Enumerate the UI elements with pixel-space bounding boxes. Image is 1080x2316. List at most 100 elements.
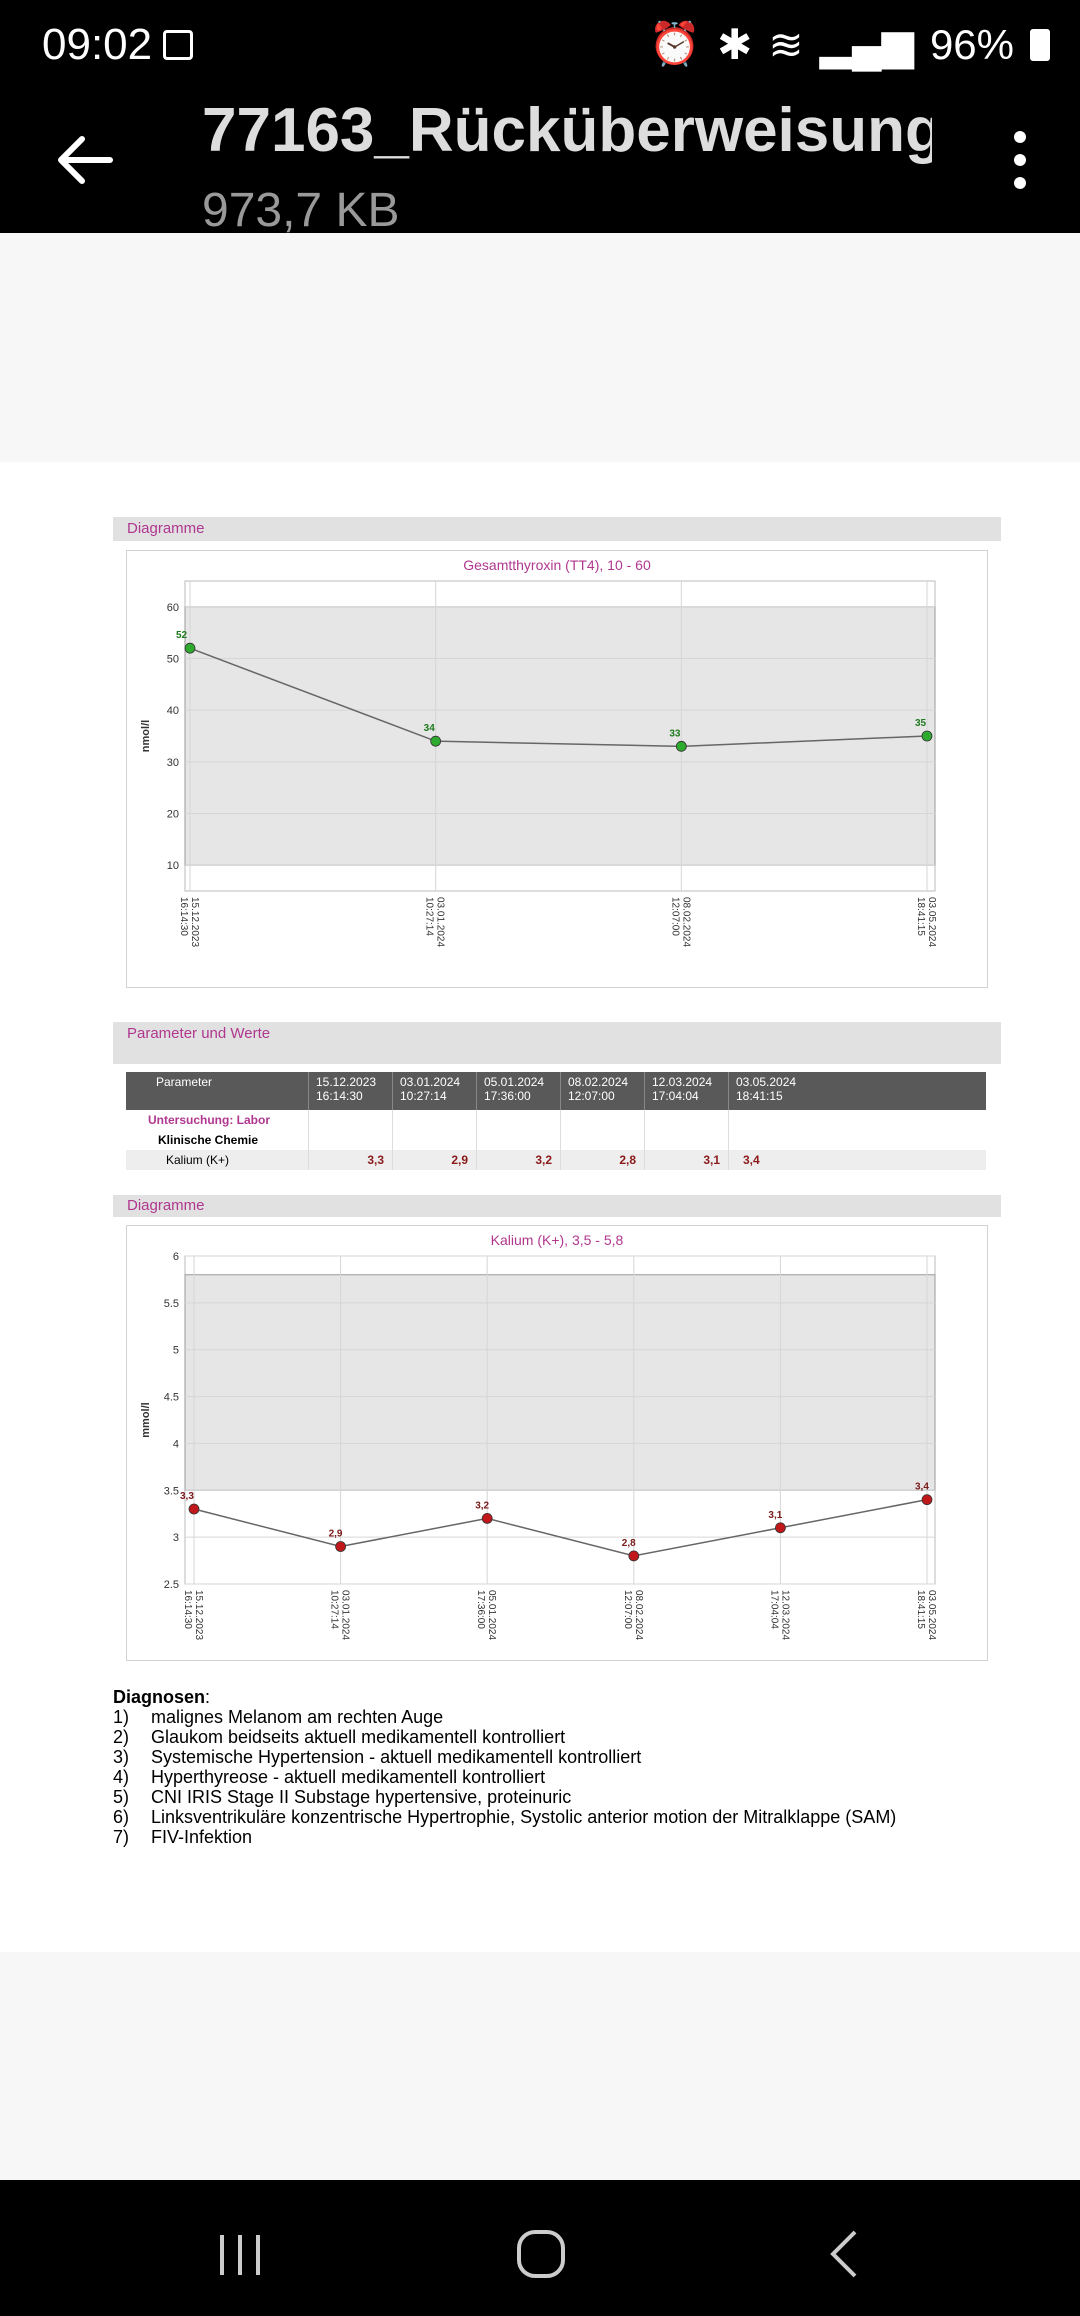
- back-nav-icon[interactable]: [825, 2228, 865, 2280]
- data-label: 3,3: [180, 1491, 194, 1502]
- params-table: Parameter 15.12.2023 16:14:30 03.01.2024 1…: [126, 1072, 986, 1170]
- x-tick-label: 15.12.202316:14:30: [178, 897, 200, 947]
- data-point: [188, 1503, 200, 1515]
- y-tick-label: 6: [173, 1251, 179, 1263]
- y-tick-label: 4.5: [164, 1392, 179, 1404]
- data-point: [921, 730, 933, 742]
- list-item: 2) Glaukom beidseits aktuell medikamentel…: [113, 1727, 896, 1747]
- x-tick-label: 05.01.202417:36:00: [475, 1590, 497, 1640]
- y-tick-label: 3.5: [164, 1485, 179, 1497]
- bluetooth-icon: ✱: [717, 21, 753, 68]
- section-params: Parameter und Werte: [113, 1022, 1001, 1064]
- alarm-icon: ⏰: [648, 20, 702, 67]
- x-tick-label: 03.05.202418:41:15: [915, 1590, 937, 1640]
- navigation-bar: [0, 2180, 1080, 2316]
- x-tick-label: 03.01.202410:27:14: [424, 897, 446, 947]
- y-tick-label: 50: [167, 654, 179, 666]
- signal-icon: ▂▄▆: [819, 21, 914, 68]
- x-tick-label: 08.02.202412:07:00: [669, 897, 691, 947]
- chart-kalium-svg: 2.5 3 3.5 4 4.5 5 5.5 6 mmol/l 15.12.202316:14:30…: [140, 1251, 937, 1640]
- diag-number: 3): [113, 1747, 130, 1767]
- chart-kalium: Kalium (K+), 3,5 - 5,8 2.5 3 3.5 4 4.5 5 5.5 6 m…: [126, 1225, 988, 1661]
- data-point: [628, 1550, 640, 1562]
- chart-title-tt4: Gesamtthyroxin (TT4), 10 - 60: [463, 557, 651, 573]
- home-icon[interactable]: [515, 2228, 567, 2280]
- recent-apps-icon[interactable]: [215, 2230, 265, 2280]
- diag-number: 6): [113, 1807, 130, 1827]
- data-label: 2,9: [329, 1529, 343, 1540]
- data-point: [430, 735, 442, 747]
- chart-tt4: Gesamtthyroxin (TT4), 10 - 60 10 20 30 40 50…: [126, 550, 988, 988]
- data-point: [921, 1494, 933, 1506]
- diag-text: CNI IRIS Stage II Substage hypertensive,…: [151, 1787, 572, 1807]
- list-item: 5) CNI IRIS Stage II Substage hypertensiv…: [113, 1787, 896, 1807]
- data-label: 2,8: [622, 1538, 636, 1549]
- col-date: 15.12.2023: [316, 1075, 377, 1089]
- table-header-col: 12.03.2024 17:04:04: [644, 1072, 729, 1110]
- series-line: [193, 1498, 928, 1557]
- chart-tt4-svg: 10 20 30 40 50 60 nmol/l 15.12.202316:14:30 03.0…: [140, 580, 937, 947]
- y-tick-label: 40: [167, 705, 179, 717]
- data-point: [335, 1541, 347, 1552]
- table-header-row: Parameter 15.12.2023 16:14:30 03.01.2024 1…: [126, 1072, 986, 1110]
- diag-number: 1): [113, 1707, 130, 1727]
- exam-label: Untersuchung: Labor: [126, 1110, 309, 1130]
- diagnoses-colon: :: [205, 1687, 211, 1707]
- series-line: [189, 647, 928, 748]
- gallery-icon: [163, 30, 193, 60]
- y-tick-label: 5: [173, 1345, 179, 1357]
- table-header-col: 05.01.2024 17:36:00: [476, 1072, 561, 1110]
- x-tick-label: 08.02.202412:07:00: [622, 1590, 644, 1640]
- x-tick-label: 12.03.202417:04:04: [768, 1590, 790, 1640]
- data-label: 3,1: [768, 1510, 782, 1521]
- col-time: 16:14:30: [316, 1089, 363, 1103]
- diag-text: Linksventrikuläre konzentrische Hypertro…: [151, 1807, 897, 1827]
- battery-icon: [1030, 28, 1050, 61]
- data-label: 52: [176, 630, 188, 641]
- data-label: 3,2: [475, 1500, 489, 1511]
- y-tick-label: 5.5: [164, 1298, 179, 1310]
- x-tick-label: 03.05.202418:41:15: [915, 897, 937, 947]
- status-icons: ⏰ ✱ ≋ ▂▄▆ 96%: [649, 20, 1050, 69]
- more-options-icon[interactable]: [1000, 125, 1040, 195]
- col-time: 17:04:04: [652, 1089, 699, 1103]
- data-point: [675, 740, 687, 752]
- diag-text: Systemische Hypertension - aktuell medik…: [151, 1747, 642, 1767]
- table-cell-value: 2,8: [560, 1150, 645, 1170]
- diag-text: Hyperthyreose - aktuell medikamentell ko…: [151, 1767, 546, 1787]
- table-row-group: Klinische Chemie: [126, 1130, 986, 1150]
- table-header-col: 03.05.2024 18:41:15: [728, 1072, 986, 1110]
- normal-range-band: [184, 1274, 936, 1491]
- y-tick-label: 60: [167, 602, 179, 614]
- list-item: 6) Linksventrikuläre konzentrische Hypert…: [113, 1807, 896, 1827]
- col-date: 08.02.2024: [568, 1075, 629, 1089]
- diag-text: Glaukom beidseits aktuell medikamentell …: [151, 1727, 566, 1747]
- table-header-col: 08.02.2024 12:07:00: [560, 1072, 645, 1110]
- table-cell-value: 3,3: [308, 1150, 393, 1170]
- data-point: [775, 1522, 786, 1534]
- wifi-icon: ≋: [768, 21, 804, 68]
- section-charts: Diagramme: [113, 517, 1001, 541]
- col-date: 05.01.2024: [484, 1075, 545, 1089]
- y-axis-label: nmol/l: [140, 720, 152, 752]
- diag-number: 5): [113, 1787, 130, 1807]
- list-item: 1) malignes Melanom am rechten Auge: [113, 1707, 896, 1727]
- back-arrow-icon[interactable]: [50, 125, 120, 195]
- col-date: 03.01.2024: [400, 1075, 461, 1089]
- y-tick-label: 10: [167, 860, 179, 872]
- file-size: 973,7 KB: [202, 184, 400, 237]
- group-label: Klinische Chemie: [126, 1130, 309, 1150]
- y-tick-label: 3: [173, 1532, 179, 1544]
- table-cell-value: 3,4: [728, 1150, 986, 1170]
- app-bar: 77163_Rücküberweisung_… 973,7 KB: [0, 95, 1080, 237]
- data-label: 33: [669, 728, 681, 739]
- list-item: 7) FIV-Infektion: [113, 1827, 896, 1847]
- x-tick-label: 03.01.202410:27:14: [329, 1590, 351, 1640]
- diag-text: malignes Melanom am rechten Auge: [151, 1707, 444, 1727]
- normal-range-band: [184, 606, 936, 866]
- table-row-exam: Untersuchung: Labor: [126, 1110, 986, 1130]
- section-charts-2: Diagramme: [113, 1195, 1001, 1217]
- table-header-parameter: Parameter: [126, 1072, 309, 1110]
- table-row: Kalium (K+) 3,3 2,9 3,2 2,8 3,1 3,4: [126, 1150, 986, 1170]
- col-date: 12.03.2024: [652, 1075, 713, 1089]
